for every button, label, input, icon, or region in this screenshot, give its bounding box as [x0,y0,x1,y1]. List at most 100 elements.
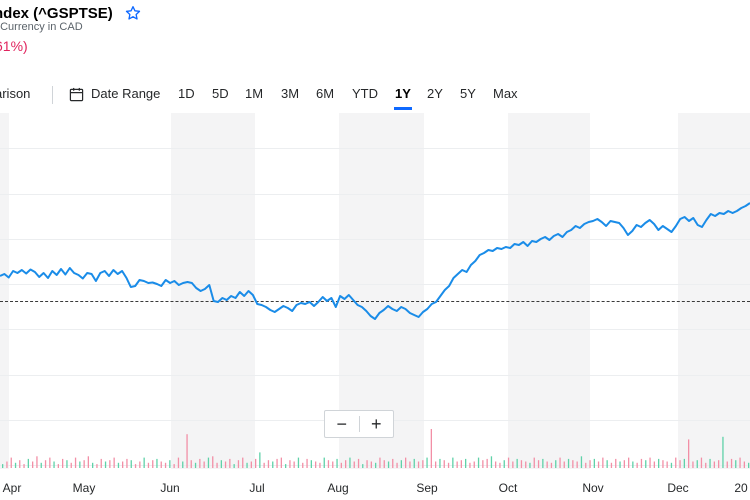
volume-bar [512,461,514,468]
volume-bar [306,458,308,468]
range-1y[interactable]: 1Y [395,86,411,101]
volume-bar [730,458,733,468]
volume-bar [207,457,210,468]
x-label-apr: Apr [2,481,22,495]
volume-bar [555,460,557,468]
volume-bar [130,460,132,468]
range-1m[interactable]: 1M [245,86,264,101]
volume-bar [353,461,355,468]
volume-bars [2,429,750,468]
volume-bar [482,460,484,468]
volume-bar [546,461,548,468]
previous-close-line [0,301,750,302]
volume-bar [147,462,150,468]
plot-area [0,202,750,468]
volume-bar [739,457,741,468]
volume-bar [735,460,737,468]
volume-bar [649,457,651,468]
volume-bar [66,460,68,468]
volume-bar [576,461,578,468]
volume-bar [700,457,703,468]
volume-bar [44,460,47,468]
volume-bar [662,460,664,468]
volume-bar [366,460,368,468]
month-band [678,113,750,469]
volume-bar [550,462,553,468]
volume-bar [400,460,402,468]
volume-bar [375,462,377,468]
range-ytd[interactable]: YTD [352,86,378,101]
volume-bar [516,458,518,468]
volume-bar [567,458,570,468]
range-5y[interactable]: 5Y [460,86,476,101]
volume-bar [186,434,188,468]
x-label-year: 20 [734,481,748,495]
volume-bar [413,458,415,468]
volume-bar [79,461,81,468]
volume-bar [589,460,591,468]
volume-bar [194,462,197,468]
volume-bar [143,457,145,468]
volume-bar [370,461,372,468]
volume-bar [285,464,287,468]
volume-bar [327,460,330,468]
volume-bar [606,460,608,468]
volume-bar [319,462,321,468]
volume-bar [246,462,248,468]
volume-bar [357,458,360,468]
range-2y[interactable]: 2Y [427,86,443,101]
volume-bar [74,457,77,468]
price-line [0,202,750,320]
star-icon[interactable] [125,5,141,21]
range-max[interactable]: Max [493,86,518,101]
volume-bar [640,458,643,468]
volume-bar [160,461,162,468]
volume-bar [70,462,72,468]
volume-bar [460,460,462,468]
volume-bar [229,458,231,468]
volume-bar [619,461,621,468]
volume-bar [507,457,510,468]
volume-bar [718,460,720,468]
calendar-icon[interactable] [69,87,84,102]
x-label-dec: Dec [667,481,689,495]
volume-bar [658,458,660,468]
volume-bar [169,460,171,468]
range-1d[interactable]: 1D [178,86,195,101]
volume-bar [23,464,25,468]
volume-bar [32,461,34,468]
volume-bar [126,458,128,468]
quote-title-row: ndex (^GSPTSE) [0,2,141,24]
volume-bar [537,460,540,468]
volume-bar [628,457,630,468]
volume-bar [615,458,617,468]
volume-bar [40,462,42,468]
price-chart[interactable]: Apr May Jun Jul Aug Sep Oct Nov Dec 20 [0,113,750,500]
volume-bar [57,464,59,468]
volume-bar [692,461,694,468]
volume-bar [748,462,750,468]
gridline [0,284,750,285]
comparison-button[interactable]: arison [0,86,31,101]
range-3m[interactable]: 3M [281,86,300,101]
range-5d[interactable]: 5D [212,86,229,101]
gridline [0,194,750,195]
volume-bar [182,461,184,468]
date-range-button[interactable]: Date Range [91,86,161,101]
volume-bar [713,461,715,468]
volume-bar [473,461,475,468]
volume-bar [10,457,12,468]
volume-bar [310,460,312,468]
chart-toolbar: arison Date Range 1D 5D 1M 3M 6M YTD 1Y … [0,80,750,110]
volume-bar [503,460,505,468]
volume-bar [53,461,55,468]
volume-bar [387,461,390,468]
volume-bar [272,461,274,468]
volume-bar [597,461,600,468]
x-label-jun: Jun [160,481,180,495]
volume-bar [336,458,338,468]
zoom-in-button[interactable]: + [370,413,382,434]
range-6m[interactable]: 6M [316,86,335,101]
volume-bar [100,458,102,468]
zoom-out-button[interactable]: − [336,413,347,434]
